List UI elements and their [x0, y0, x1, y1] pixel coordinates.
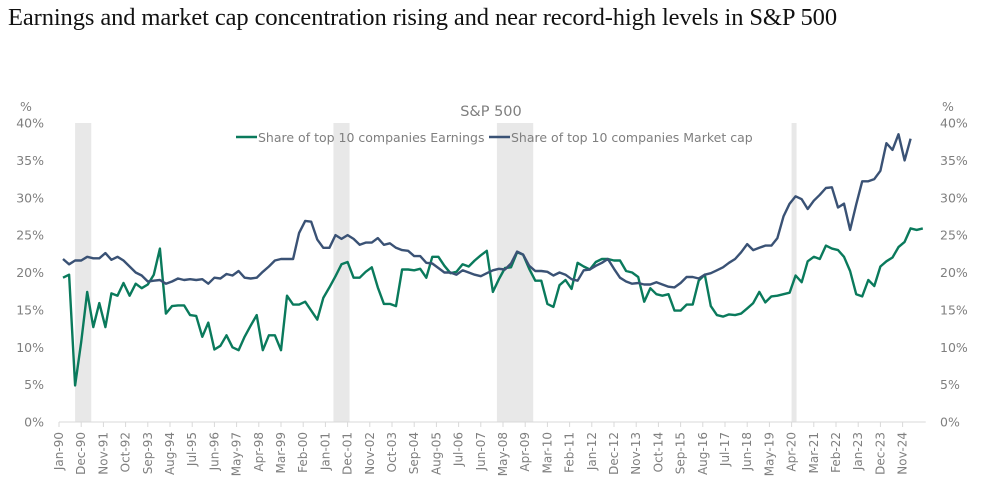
x-tick-label: Jul-06: [452, 432, 466, 467]
y-axis-unit-right: %: [942, 99, 954, 114]
recession-band: [333, 123, 350, 422]
x-tick-label: Feb-22: [829, 432, 843, 473]
y-tick-label-right: 0%: [940, 415, 960, 430]
y-tick-label-right: 35%: [940, 153, 968, 168]
x-tick-label: Aug-94: [163, 432, 177, 475]
y-axis-unit-left: %: [20, 99, 32, 114]
x-tick-label: Aug-16: [696, 432, 710, 475]
x-tick-label: Nov-02: [363, 432, 377, 475]
x-tick-label: Oct-03: [385, 432, 399, 472]
y-tick-label-right: 20%: [940, 265, 968, 280]
recession-bands: [75, 123, 797, 422]
page-title: Earnings and market cap concentration ri…: [8, 4, 837, 31]
x-tick-label: Dec-90: [74, 432, 88, 475]
x-tick-label: Sep-15: [674, 432, 688, 474]
axes: % % S&P 500: [20, 99, 954, 120]
y-ticks: 0% 0% 5% 5% 10% 10% 15% 15% 20% 20% 25% 25% 30% 30% 35…: [16, 116, 968, 430]
x-tick-label: Nov-13: [629, 432, 643, 475]
x-tick-label: Nov-24: [896, 432, 910, 475]
recession-band: [75, 123, 92, 422]
x-tick-label: Dec-01: [341, 432, 355, 475]
x-tick-label: Jul-17: [718, 432, 732, 467]
y-tick-label-right: 10%: [940, 340, 968, 355]
x-tick-label: Jan-90: [52, 432, 66, 471]
legend-label-earnings: Share of top 10 companies Earnings: [258, 130, 485, 145]
x-tick-label: Jun-96: [207, 432, 221, 471]
x-tick-label: Mar-99: [274, 432, 288, 473]
x-ticks: Jan-90 Dec-90 Nov-91 Oct-92 Sep-93 Aug-94 Jul-…: [52, 421, 926, 476]
legend: Share of top 10 companies Earnings Share…: [236, 130, 753, 145]
y-tick-label-right: 40%: [940, 116, 968, 131]
y-tick-label-left: 20%: [16, 265, 44, 280]
y-tick-label-left: 40%: [16, 116, 44, 131]
x-tick-label: Jan-01: [318, 432, 332, 471]
x-tick-label: May-19: [762, 432, 776, 476]
x-tick-label: Oct-92: [119, 432, 133, 472]
series-line-earnings: [62, 227, 924, 387]
x-tick-label: Sep-04: [407, 432, 421, 474]
x-tick-label: Apr-09: [518, 432, 532, 472]
x-tick-label: Feb-00: [296, 432, 310, 473]
x-tick-label: Jul-95: [185, 432, 199, 467]
y-tick-label-right: 25%: [940, 228, 968, 243]
x-tick-label: Apr-98: [252, 432, 266, 472]
y-tick-label-left: 35%: [16, 153, 44, 168]
recession-band: [791, 123, 797, 422]
y-tick-label-left: 0%: [24, 415, 44, 430]
y-tick-label-right: 5%: [940, 377, 960, 392]
legend-label-market-cap: Share of top 10 companies Market cap: [511, 130, 753, 145]
x-tick-label: Nov-91: [96, 432, 110, 475]
x-tick-label: Jan-23: [851, 432, 865, 471]
x-tick-label: Oct-14: [651, 432, 665, 472]
x-tick-label: Jun-18: [740, 432, 754, 471]
x-tick-label: Aug-05: [429, 432, 443, 475]
y-tick-label-left: 10%: [16, 340, 44, 355]
series: [62, 132, 924, 387]
x-tick-label: Feb-11: [563, 432, 577, 473]
x-tick-label: Mar-10: [540, 432, 554, 473]
series-line-market-cap: [62, 132, 912, 289]
y-tick-label-left: 15%: [16, 302, 44, 317]
x-tick-label: Sep-93: [141, 432, 155, 474]
x-tick-label: Apr-20: [785, 432, 799, 472]
x-tick-label: Jun-07: [474, 432, 488, 471]
x-tick-label: Dec-12: [607, 432, 621, 475]
y-tick-label-left: 25%: [16, 228, 44, 243]
y-tick-label-left: 5%: [24, 377, 44, 392]
x-tick-label: Jan-12: [585, 432, 599, 471]
y-tick-label-left: 30%: [16, 190, 44, 205]
y-tick-label-right: 15%: [940, 302, 968, 317]
x-tick-label: May-97: [230, 432, 244, 476]
x-tick-label: Mar-21: [807, 432, 821, 473]
x-tick-label: May-08: [496, 432, 510, 476]
y-tick-label-right: 30%: [940, 190, 968, 205]
chart-title: S&P 500: [460, 104, 522, 120]
x-tick-label: Dec-23: [873, 432, 887, 475]
